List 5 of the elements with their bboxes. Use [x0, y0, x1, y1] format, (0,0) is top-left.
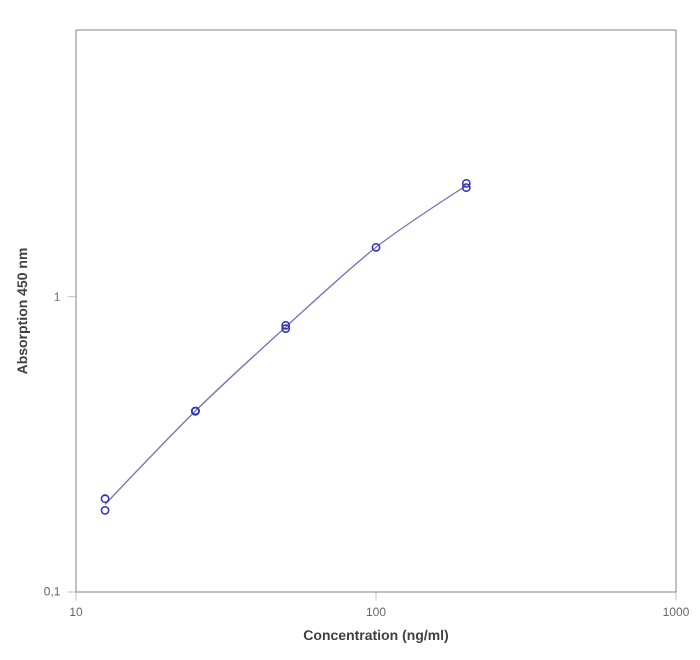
line-series [104, 184, 468, 506]
point [461, 183, 471, 193]
point [281, 320, 291, 330]
point [100, 494, 110, 504]
point [371, 242, 381, 252]
